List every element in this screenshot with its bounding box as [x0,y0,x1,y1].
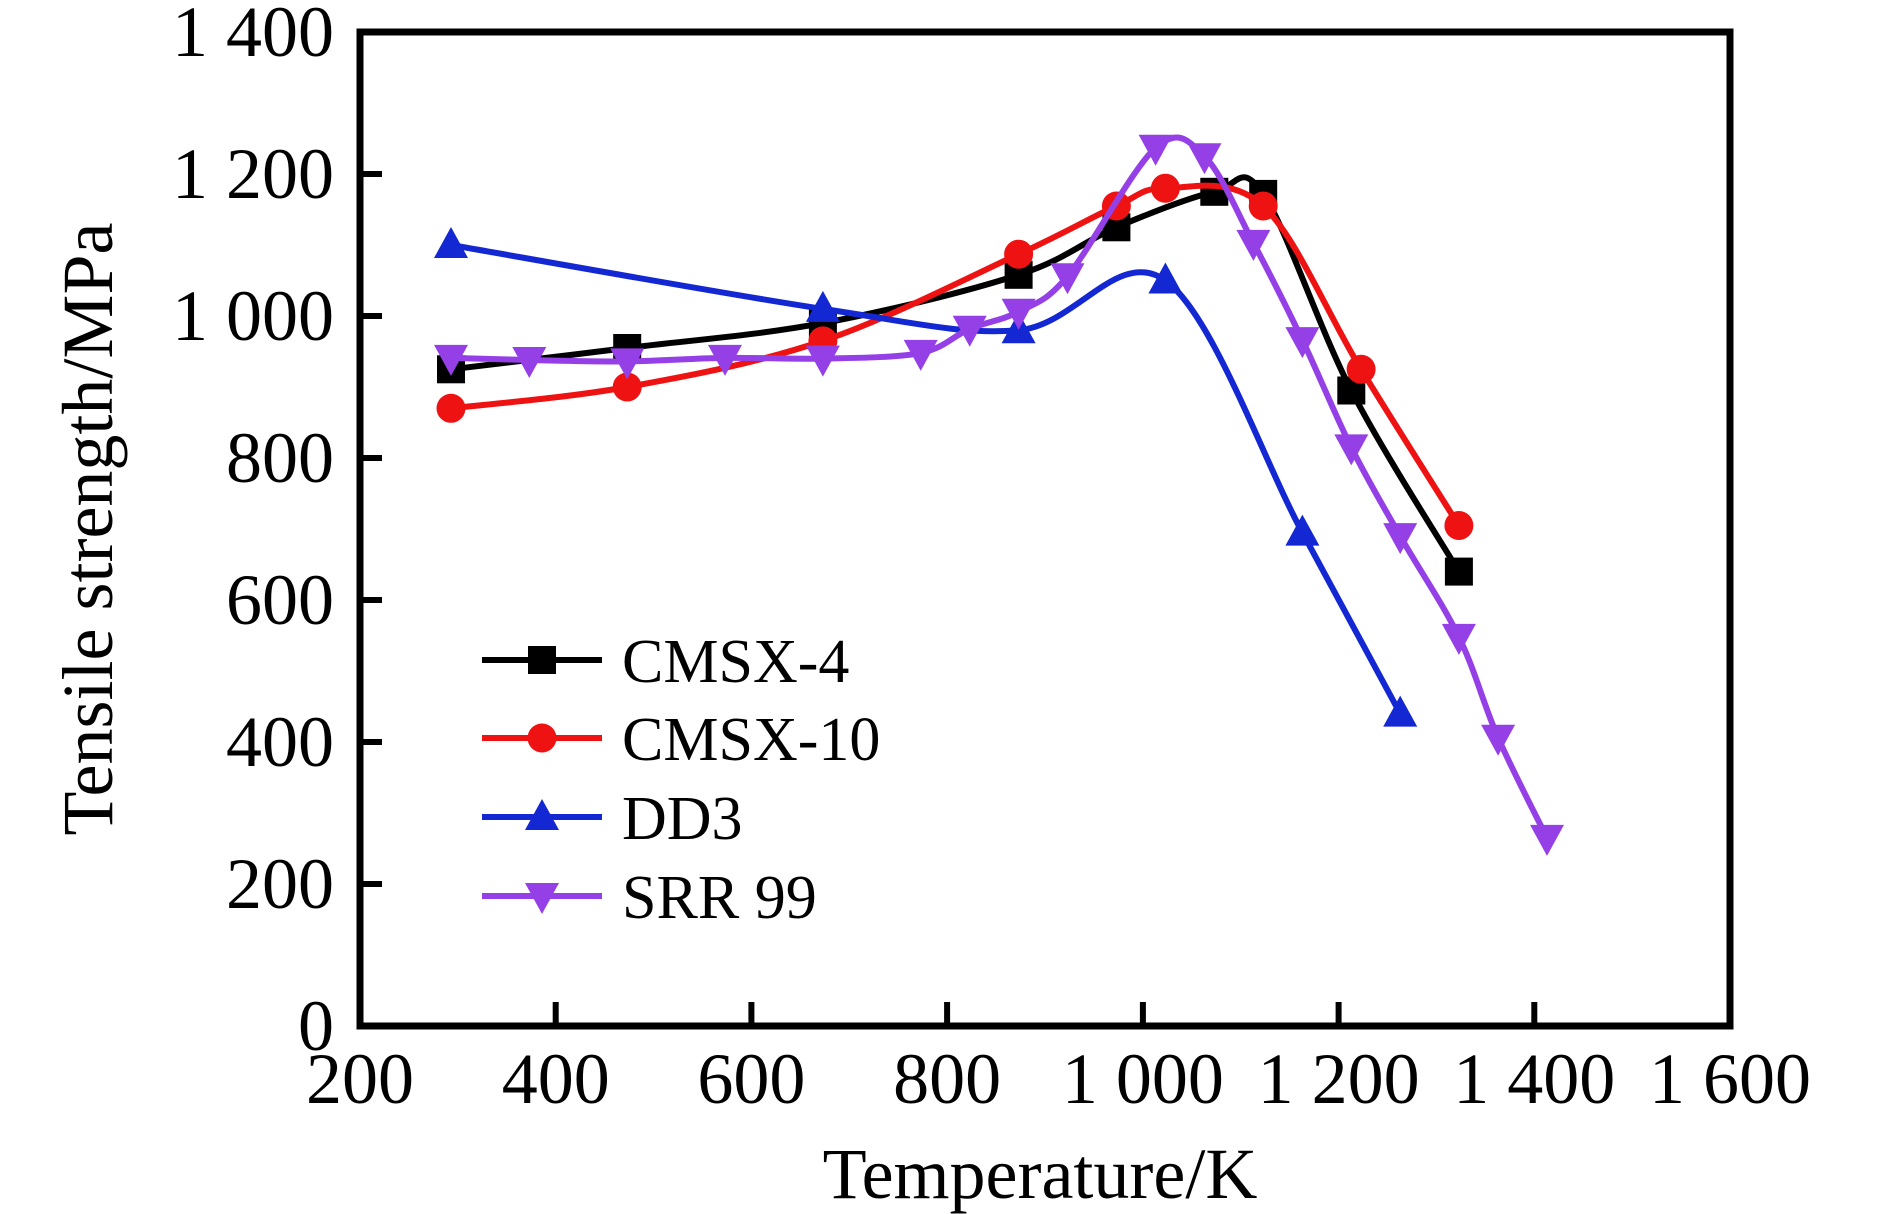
srr-99-marker [1285,327,1320,359]
series-srr-99 [434,134,1564,856]
legend-item-cmsx-10: CMSX-10 [482,706,880,774]
x-tick-label: 1 600 [1649,1039,1811,1119]
srr-99-marker [1236,229,1271,261]
dd3-marker [1148,262,1183,294]
legend-marker-cmsx-4 [528,646,556,674]
srr-99-marker [1383,523,1418,555]
legend-item-dd3: DD3 [482,785,743,853]
cmsx-10-marker [1346,354,1376,384]
cmsx-4-marker [1444,557,1473,586]
plot-border [356,28,1734,1030]
cmsx-10-marker [1004,239,1034,269]
y-axis-title: Tensile strength/MPa [48,223,128,836]
legend-item-srr-99: SRR 99 [482,864,817,932]
dd3-marker [1383,695,1418,727]
axes-layer: 200 400 600 800 1 000 1 200 1 400 1 60002004006… [172,0,1811,1119]
srr-99-marker [434,344,468,376]
cmsx-4-line [448,174,1462,575]
y-tick-label: 800 [226,418,334,498]
srr-99-marker [903,339,938,371]
legend-marker-srr-99 [525,883,559,914]
cmsx-10-marker [436,393,466,423]
srr-99-marker [1138,134,1173,166]
x-tick-label: 400 [502,1039,610,1119]
srr-99-marker [708,344,742,376]
legend-label-srr-99: SRR 99 [622,864,817,932]
dd3-marker [434,227,468,258]
x-tick-label: 200 [306,1039,414,1119]
series-cmsx-4 [437,174,1473,586]
x-tick-label: 800 [893,1039,1001,1119]
x-tick-label: 1 000 [1062,1039,1224,1119]
cmsx-10-line [448,182,1462,529]
srr-99-marker [610,348,645,380]
y-tick-label: 400 [226,702,334,782]
cmsx-10-marker [1248,191,1278,221]
series-dd3 [434,227,1418,727]
y-tick-label: 1 000 [172,276,334,356]
legend-layer: CMSX-4 CMSX-10 DD3 SRR 99 [482,628,880,932]
legend-label-cmsx-10: CMSX-10 [622,706,880,774]
dd3-marker [805,290,840,322]
srr-99-marker [952,315,987,347]
cmsx-10-marker [1444,511,1474,540]
cmsx-10-marker [612,372,642,402]
srr-99-marker [1481,724,1516,756]
dd3-line [448,242,1404,717]
dd3-marker [1285,514,1320,546]
srr-99-marker [1050,263,1085,295]
srr-99-marker [1187,143,1222,175]
srr-99-line [448,134,1550,841]
legend-item-cmsx-4: CMSX-4 [482,628,849,696]
y-tick-label: 0 [298,986,334,1066]
cmsx-10-marker [1150,173,1180,203]
y-tick-label: 200 [226,844,334,924]
y-tick-label: 600 [226,560,334,640]
srr-99-marker [512,347,547,378]
x-axis-title: Temperature/K [823,1134,1258,1214]
x-tick-label: 600 [697,1039,805,1119]
srr-99-marker [1334,434,1369,466]
series-layer [434,134,1564,856]
legend-label-dd3: DD3 [622,785,743,853]
series-cmsx-10 [436,173,1474,540]
srr-99-marker [1001,298,1036,330]
x-tick-label: 1 400 [1453,1039,1615,1119]
legend-marker-cmsx-10 [527,723,557,753]
srr-99-marker [1530,824,1564,856]
y-tick-label: 1 200 [172,134,334,214]
srr-99-marker [805,345,840,377]
legend-label-cmsx-4: CMSX-4 [622,628,849,696]
x-tick-label: 1 200 [1258,1039,1420,1119]
legend-marker-dd3 [525,799,559,830]
y-tick-label: 1 400 [172,0,334,72]
srr-99-marker [1441,623,1476,655]
